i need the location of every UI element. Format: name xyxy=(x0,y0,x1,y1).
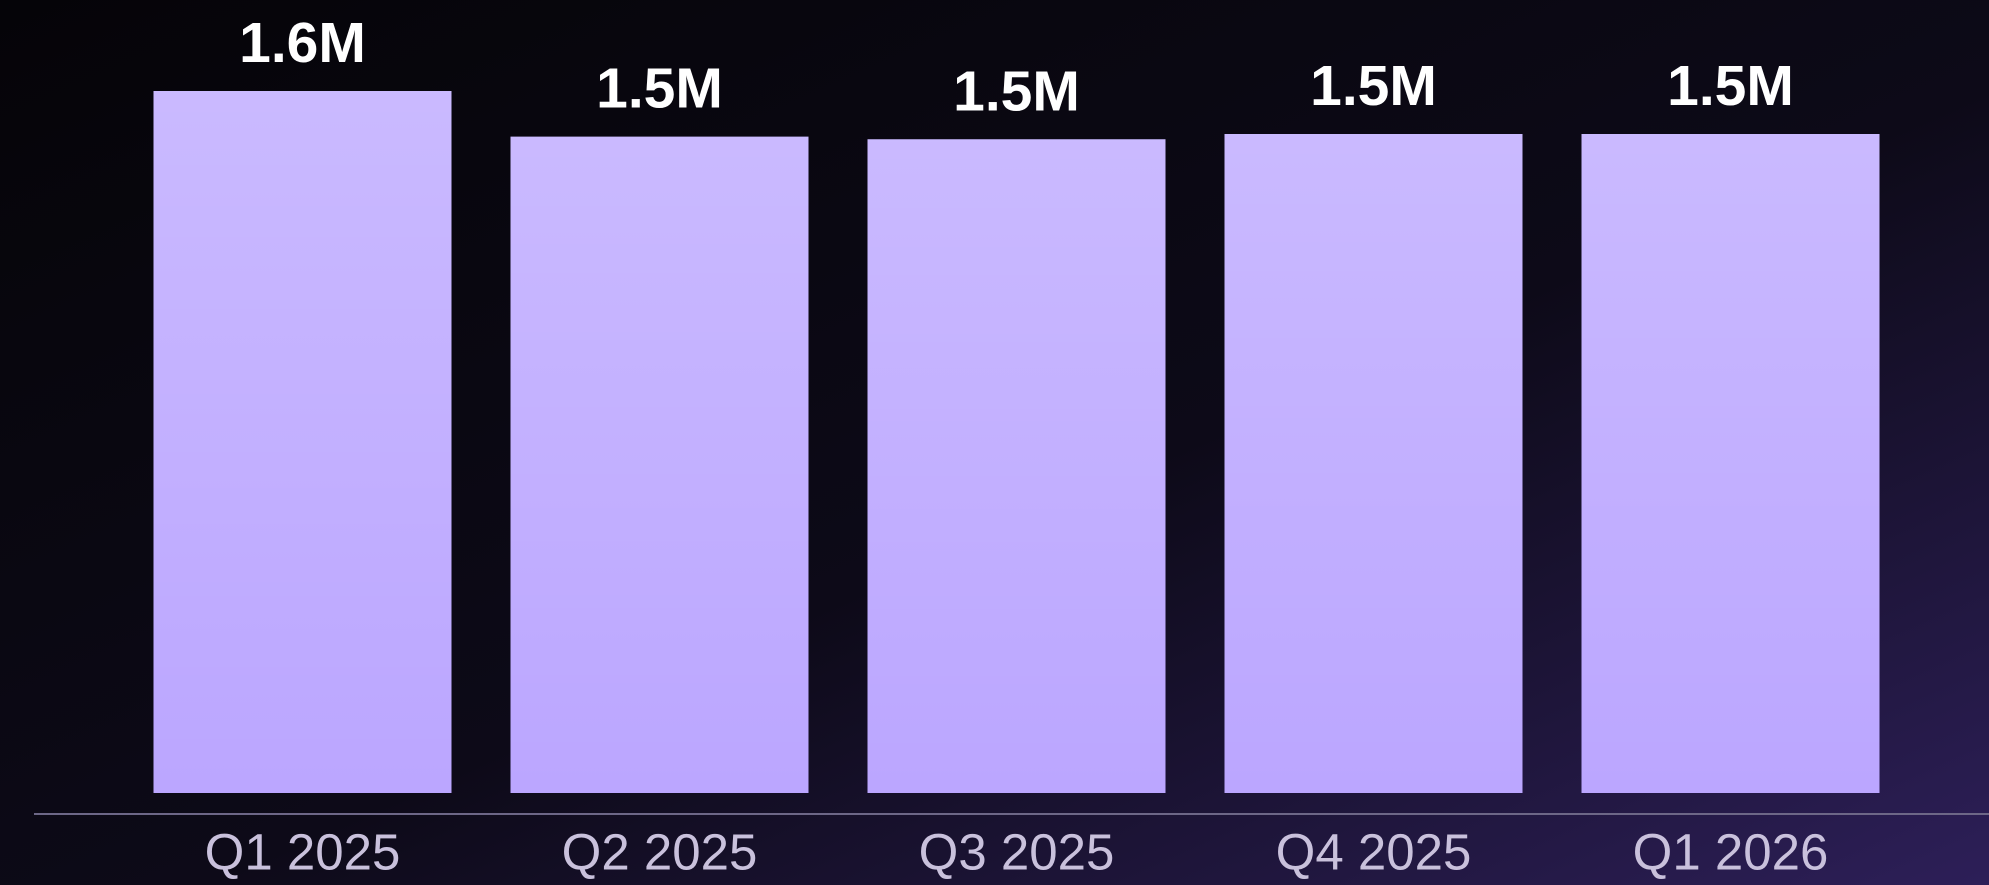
x-tick-label: Q1 2025 xyxy=(205,823,401,880)
x-tick-label: Q2 2025 xyxy=(562,823,758,880)
bar xyxy=(1581,133,1880,793)
value-label: 1.5M xyxy=(1667,54,1794,118)
value-label: 1.6M xyxy=(239,11,366,75)
bar xyxy=(1224,133,1523,793)
value-label: 1.5M xyxy=(596,57,723,121)
x-tick-label: Q3 2025 xyxy=(919,823,1115,880)
value-label: 1.5M xyxy=(1310,54,1437,118)
x-tick-label: Q4 2025 xyxy=(1276,823,1472,880)
value-label: 1.5M xyxy=(953,59,1080,123)
bar xyxy=(153,91,452,793)
bar xyxy=(510,136,809,793)
bar xyxy=(867,139,1166,793)
x-tick-label: Q1 2026 xyxy=(1633,823,1829,880)
